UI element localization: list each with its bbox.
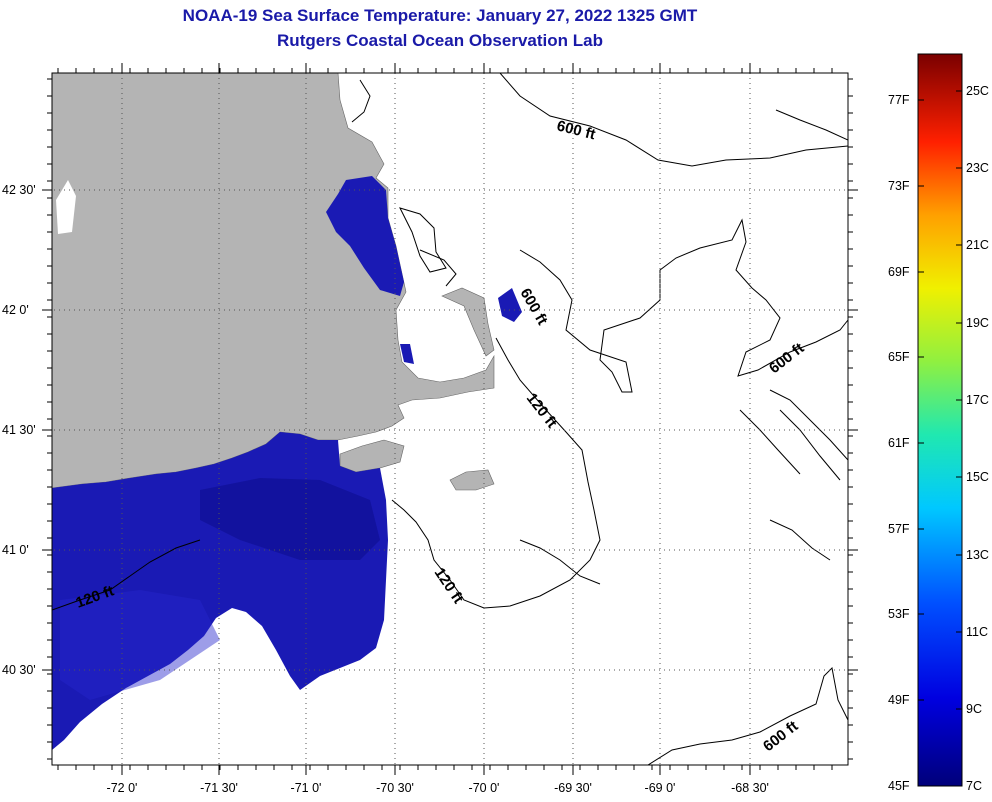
map-ticks [42,63,858,775]
sst-cape-cod-bay [400,344,414,364]
sst-massachusetts-bay [326,176,404,296]
colorbar-label-celsius: 15C [966,470,989,484]
colorbar-label-celsius: 11C [966,625,989,639]
latitude-label: 41 30' [2,423,36,437]
longitude-label: -70 30' [376,781,414,795]
contour-label: 600 ft [517,286,551,328]
longitude-label: -70 0' [468,781,500,795]
contour-label: 600 ft [766,340,807,378]
colorbar-label-fahrenheit: 53F [888,607,910,621]
contour-label: 600 ft [760,718,801,756]
sst-colder-core [200,478,380,560]
latitude-label: 42 0' [2,303,29,317]
colorbar-label-fahrenheit: 65F [888,350,910,364]
colorbar-label-fahrenheit: 61F [888,436,910,450]
longitude-label: -72 0' [106,781,138,795]
land-hole [56,180,76,234]
land-marthas-vineyard [339,439,405,473]
colorbar-label-fahrenheit: 77F [888,93,910,107]
colorbar-label-fahrenheit: 49F [888,693,910,707]
colorbar [917,53,963,787]
colorbar-label-celsius: 13C [966,548,989,562]
map-title: NOAA-19 Sea Surface Temperature: January… [182,6,698,25]
colorbar-label-fahrenheit: 69F [888,265,910,279]
colorbar-label-celsius: 17C [966,393,989,407]
bathymetry-contours [52,73,848,765]
colorbar-label-celsius: 9C [966,702,982,716]
colorbar-label-celsius: 21C [966,238,989,252]
sst-warmer-patch [60,590,220,700]
longitude-label: -69 0' [644,781,676,795]
colorbar-label-fahrenheit: 73F [888,179,910,193]
longitude-label: -69 30' [554,781,592,795]
contour-label: 120 ft [523,390,561,431]
contour-label: 600 ft [555,117,597,143]
longitude-label: -68 30' [731,781,769,795]
sst-outer-cape [498,288,522,322]
colorbar-label-celsius: 19C [966,316,989,330]
latitude-label: 41 0' [2,543,29,557]
latitude-label: 40 30' [2,663,36,677]
colorbar-label-celsius: 7C [966,779,982,793]
land-mainland [52,73,495,489]
latitude-label: 42 30' [2,183,36,197]
land-nantucket [449,469,495,491]
graticule [54,73,848,765]
longitude-label: -71 30' [200,781,238,795]
colorbar-label-celsius: 25C [966,84,989,98]
colorbar-label-celsius: 23C [966,161,989,175]
map-subtitle: Rutgers Coastal Ocean Observation Lab [277,31,603,50]
contour-label: 120 ft [431,565,467,607]
land-cape-tip [441,287,495,357]
longitude-label: -71 0' [290,781,322,795]
colorbar-label-fahrenheit: 45F [888,779,910,793]
colorbar-ticks [918,90,962,710]
colorbar-label-fahrenheit: 57F [888,522,910,536]
